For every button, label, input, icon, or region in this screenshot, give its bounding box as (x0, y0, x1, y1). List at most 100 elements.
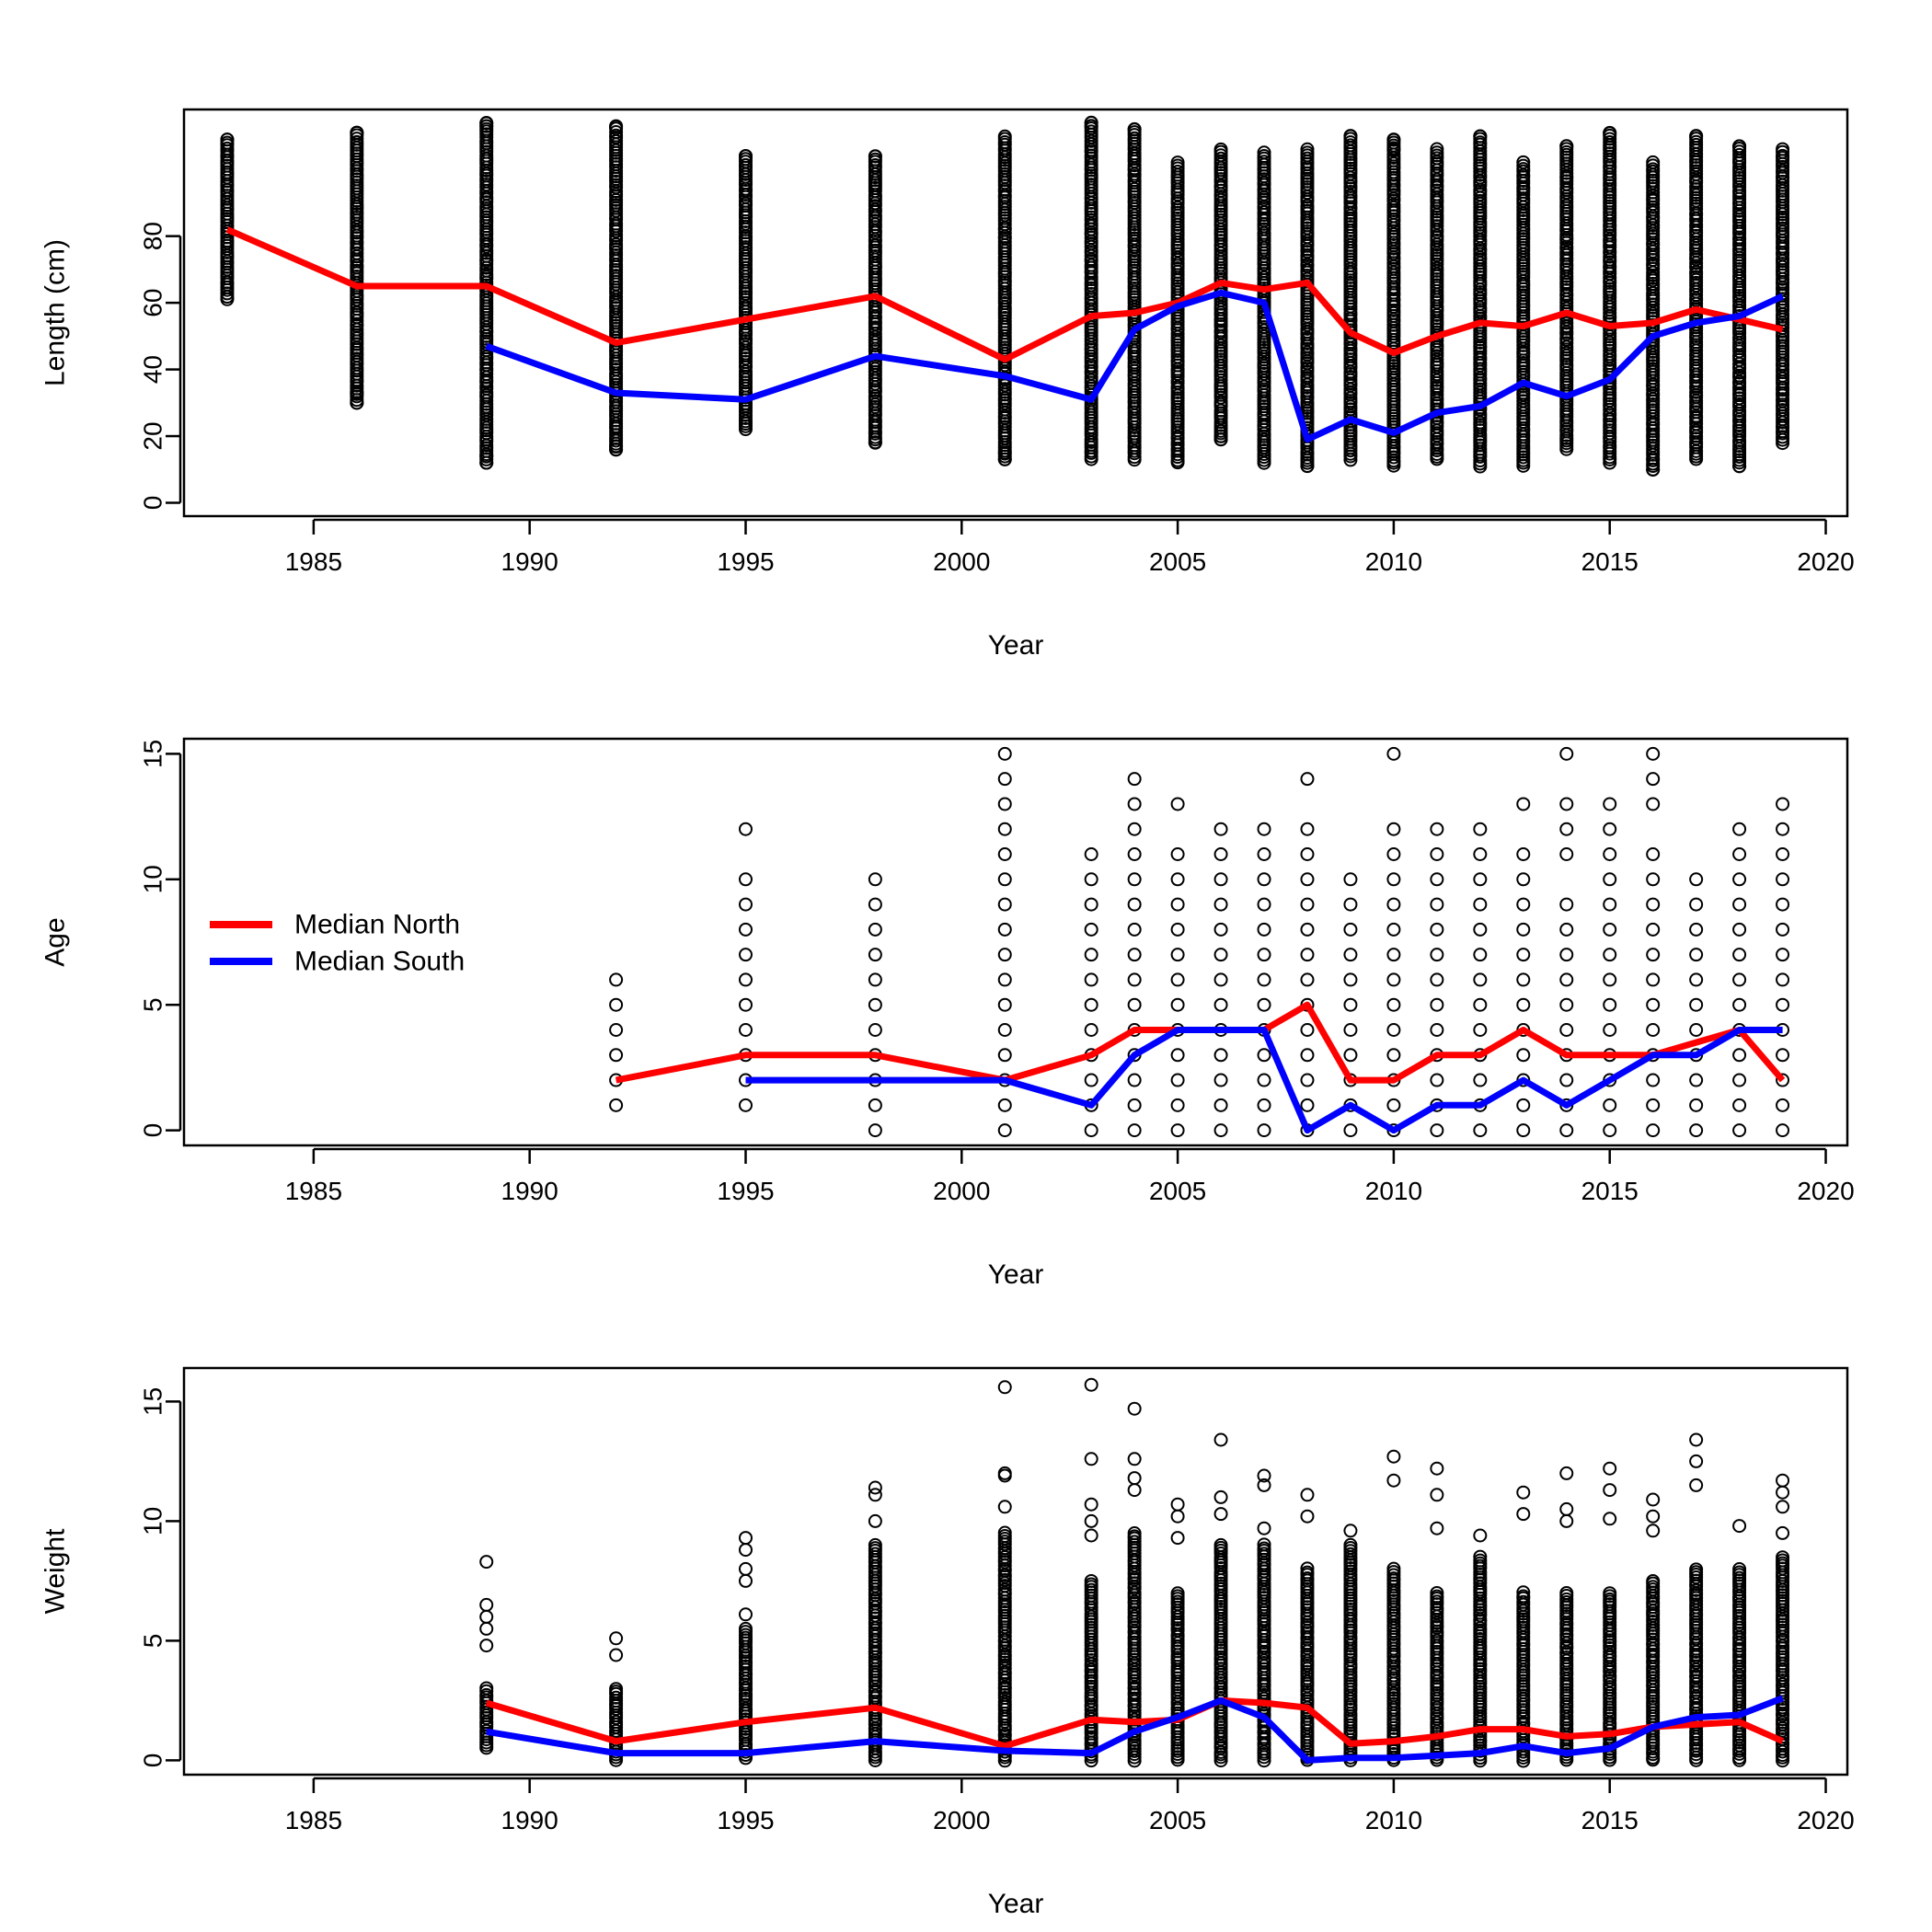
data-point (1343, 872, 1358, 887)
points-layer (220, 115, 1790, 477)
data-point (1127, 822, 1142, 836)
data-point (1732, 822, 1747, 836)
data-point (1646, 1492, 1661, 1507)
data-point (479, 1597, 494, 1612)
data-point (1213, 1432, 1228, 1447)
data-point (1386, 897, 1401, 912)
y-tick-label: 0 (139, 1754, 167, 1768)
data-point (1386, 922, 1401, 937)
data-point (1127, 972, 1142, 987)
data-point (1516, 948, 1531, 962)
data-point (738, 1561, 753, 1576)
data-point (868, 1022, 882, 1037)
data-point (1300, 142, 1315, 156)
x-tick-label: 1985 (285, 547, 342, 576)
data-point (1430, 997, 1444, 1012)
data-point (1646, 162, 1661, 177)
data-point (1343, 897, 1358, 912)
data-point (1603, 897, 1617, 912)
data-point (1689, 922, 1704, 937)
data-point (1516, 1048, 1531, 1063)
panel-1: 1985 1990 1995 2000 2005 2010 2015 2020 0 20 40 60 8… (40, 108, 1855, 661)
data-point (738, 1531, 753, 1546)
data-point (1300, 1570, 1315, 1585)
data-point (1084, 872, 1098, 887)
data-point (1343, 972, 1358, 987)
data-point (1646, 462, 1661, 477)
y-tick-label: 60 (139, 289, 167, 317)
data-point (738, 972, 753, 987)
x-axis-label: Year (988, 1259, 1044, 1290)
data-point (868, 948, 882, 962)
data-point (738, 872, 753, 887)
data-point (1646, 1123, 1661, 1138)
data-point (479, 119, 494, 133)
data-point (1170, 1123, 1185, 1138)
data-point (1776, 997, 1790, 1012)
data-point (1386, 1022, 1401, 1037)
data-point (1776, 1550, 1790, 1565)
data-point (1213, 1073, 1228, 1087)
data-point (1257, 1073, 1271, 1087)
data-point (1559, 822, 1574, 836)
data-point (997, 1380, 1012, 1395)
data-point (1213, 1048, 1228, 1063)
data-point (479, 1639, 494, 1653)
x-tick-label: 1990 (501, 1177, 558, 1205)
data-point (1776, 922, 1790, 937)
data-point (1732, 1562, 1747, 1577)
data-point (1603, 1098, 1617, 1112)
data-point (1516, 155, 1531, 169)
data-point (1084, 948, 1098, 962)
data-point (1300, 1561, 1315, 1576)
x-tick-label: 1990 (501, 547, 558, 576)
data-point (1300, 1565, 1315, 1580)
x-tick-label: 2000 (933, 1806, 990, 1834)
data-point (1386, 972, 1401, 987)
data-point (868, 1488, 882, 1502)
data-point (1646, 922, 1661, 937)
data-point (1257, 997, 1271, 1012)
data-point (738, 1022, 753, 1037)
data-point (1646, 772, 1661, 787)
x-tick-label: 2005 (1149, 547, 1206, 576)
data-point (1386, 997, 1401, 1012)
data-point (997, 847, 1012, 862)
data-point (1603, 1123, 1617, 1138)
data-point (1516, 1123, 1531, 1138)
data-point (1213, 142, 1228, 156)
data-point (1300, 972, 1315, 987)
data-point (1386, 872, 1401, 887)
data-point (1473, 1022, 1488, 1037)
y-tick-label: 10 (139, 1507, 167, 1535)
data-point (1084, 1073, 1098, 1087)
x-tick-label: 1995 (717, 1177, 774, 1205)
data-point (1430, 972, 1444, 987)
y-axis-label: Length (cm) (40, 239, 71, 386)
x-tick-label: 2010 (1365, 1806, 1422, 1834)
data-point (609, 1715, 624, 1730)
y-axis-label: Weight (40, 1528, 71, 1614)
data-point (1257, 356, 1271, 371)
legend-entry: Median South (294, 947, 465, 977)
data-point (1516, 158, 1531, 173)
data-point (1430, 822, 1444, 836)
data-point (1430, 872, 1444, 887)
data-point (868, 872, 882, 887)
data-point (997, 897, 1012, 912)
data-point (479, 1681, 494, 1696)
x-tick-label: 2010 (1365, 547, 1422, 576)
data-point (1343, 997, 1358, 1012)
data-point (1127, 797, 1142, 811)
data-point (350, 396, 364, 410)
data-point (1732, 872, 1747, 887)
data-point (1170, 872, 1185, 887)
data-point (868, 1123, 882, 1138)
data-point (1559, 1501, 1574, 1516)
data-point (1257, 1048, 1271, 1063)
data-point (1213, 997, 1228, 1012)
data-point (868, 922, 882, 937)
y-tick-label: 0 (139, 1123, 167, 1138)
x-axis-label: Year (988, 1889, 1044, 1919)
data-point (1084, 1497, 1098, 1512)
